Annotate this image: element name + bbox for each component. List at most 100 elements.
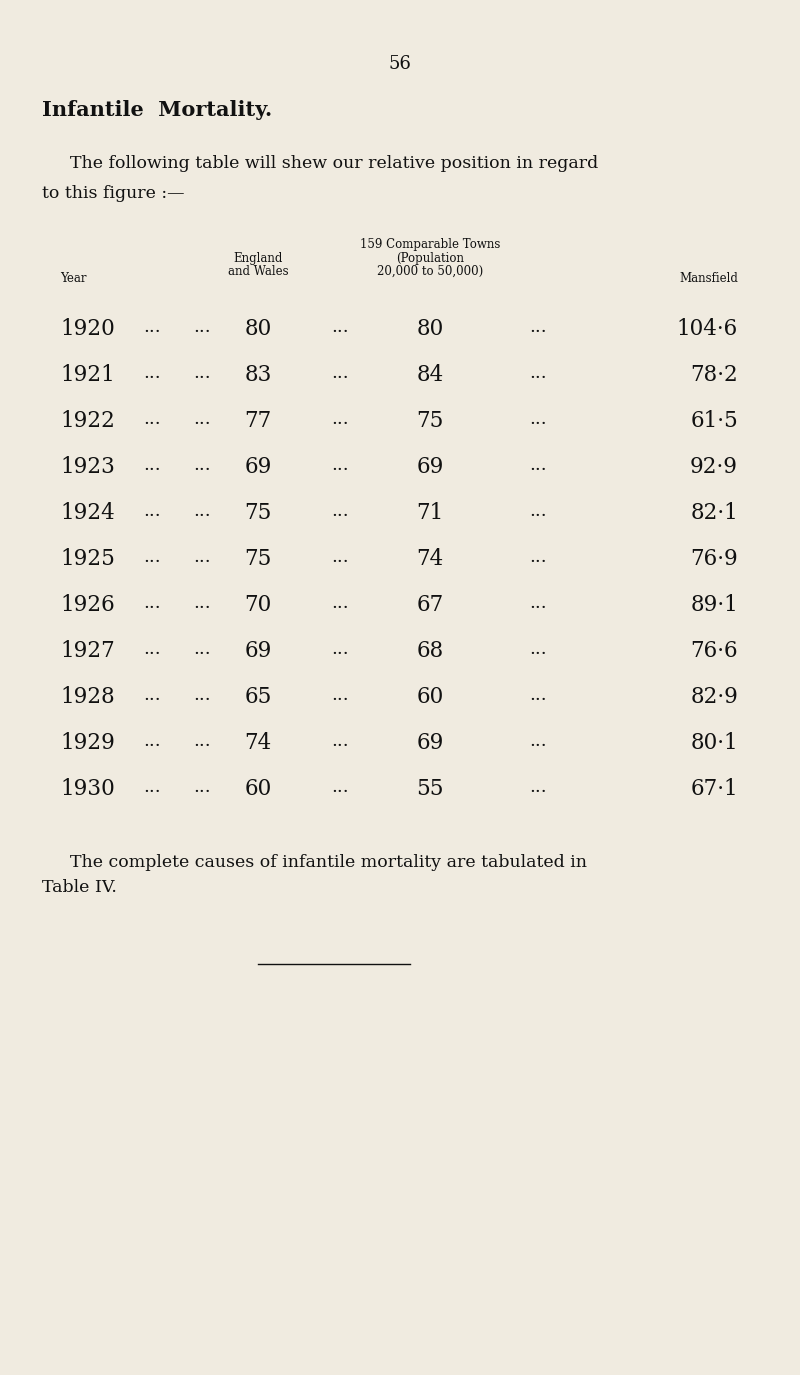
Text: ...: ...	[193, 364, 211, 382]
Text: ...: ...	[143, 456, 161, 474]
Text: ...: ...	[193, 549, 211, 566]
Text: 1930: 1930	[60, 778, 114, 800]
Text: 20,000 to 50,000): 20,000 to 50,000)	[377, 265, 483, 278]
Text: ...: ...	[331, 732, 349, 749]
Text: 74: 74	[244, 732, 272, 754]
Text: ...: ...	[143, 410, 161, 428]
Text: ...: ...	[529, 502, 547, 520]
Text: ...: ...	[529, 549, 547, 566]
Text: ...: ...	[331, 410, 349, 428]
Text: 80: 80	[244, 318, 272, 340]
Text: ...: ...	[529, 778, 547, 796]
Text: Mansfield: Mansfield	[679, 272, 738, 285]
Text: ...: ...	[143, 732, 161, 749]
Text: 84: 84	[416, 364, 444, 386]
Text: 75: 75	[244, 549, 272, 571]
Text: ...: ...	[143, 318, 161, 336]
Text: 159 Comparable Towns: 159 Comparable Towns	[360, 238, 500, 252]
Text: ...: ...	[193, 410, 211, 428]
Text: ...: ...	[331, 686, 349, 704]
Text: ...: ...	[529, 732, 547, 749]
Text: 56: 56	[389, 55, 411, 73]
Text: ...: ...	[143, 502, 161, 520]
Text: ...: ...	[143, 594, 161, 612]
Text: 1926: 1926	[60, 594, 114, 616]
Text: The following table will shew our relative position in regard: The following table will shew our relati…	[70, 155, 598, 172]
Text: ...: ...	[143, 778, 161, 796]
Text: ...: ...	[331, 502, 349, 520]
Text: and Wales: and Wales	[228, 265, 288, 278]
Text: 68: 68	[416, 639, 444, 661]
Text: 1922: 1922	[60, 410, 115, 432]
Text: ...: ...	[143, 364, 161, 382]
Text: 1924: 1924	[60, 502, 114, 524]
Text: ...: ...	[529, 594, 547, 612]
Text: 76·9: 76·9	[690, 549, 738, 571]
Text: ...: ...	[193, 778, 211, 796]
Text: Table IV.: Table IV.	[42, 879, 117, 896]
Text: ...: ...	[143, 686, 161, 704]
Text: ...: ...	[193, 456, 211, 474]
Text: ...: ...	[193, 732, 211, 749]
Text: 83: 83	[244, 364, 272, 386]
Text: ...: ...	[331, 364, 349, 382]
Text: 75: 75	[244, 502, 272, 524]
Text: ...: ...	[331, 549, 349, 566]
Text: ...: ...	[193, 594, 211, 612]
Text: ...: ...	[193, 318, 211, 336]
Text: ...: ...	[529, 456, 547, 474]
Text: 1928: 1928	[60, 686, 114, 708]
Text: ...: ...	[529, 318, 547, 336]
Text: (Population: (Population	[396, 252, 464, 265]
Text: 60: 60	[416, 686, 444, 708]
Text: 78·2: 78·2	[690, 364, 738, 386]
Text: 1925: 1925	[60, 549, 115, 571]
Text: to this figure :—: to this figure :—	[42, 186, 185, 202]
Text: 67·1: 67·1	[690, 778, 738, 800]
Text: 60: 60	[244, 778, 272, 800]
Text: 67: 67	[416, 594, 444, 616]
Text: 61·5: 61·5	[690, 410, 738, 432]
Text: 69: 69	[244, 639, 272, 661]
Text: ...: ...	[529, 639, 547, 659]
Text: ...: ...	[143, 639, 161, 659]
Text: 71: 71	[416, 502, 444, 524]
Text: 74: 74	[416, 549, 444, 571]
Text: 69: 69	[416, 456, 444, 478]
Text: The complete causes of infantile mortality are tabulated in: The complete causes of infantile mortali…	[70, 854, 587, 870]
Text: 1920: 1920	[60, 318, 114, 340]
Text: ...: ...	[331, 594, 349, 612]
Text: ...: ...	[193, 686, 211, 704]
Text: 1923: 1923	[60, 456, 115, 478]
Text: 69: 69	[244, 456, 272, 478]
Text: 76·6: 76·6	[690, 639, 738, 661]
Text: ...: ...	[331, 778, 349, 796]
Text: 92·9: 92·9	[690, 456, 738, 478]
Text: 89·1: 89·1	[690, 594, 738, 616]
Text: 104·6: 104·6	[677, 318, 738, 340]
Text: 1927: 1927	[60, 639, 114, 661]
Text: ...: ...	[193, 639, 211, 659]
Text: 1929: 1929	[60, 732, 115, 754]
Text: 75: 75	[416, 410, 444, 432]
Text: ...: ...	[529, 410, 547, 428]
Text: 70: 70	[244, 594, 272, 616]
Text: Infantile  Mortality.: Infantile Mortality.	[42, 100, 272, 120]
Text: 1921: 1921	[60, 364, 114, 386]
Text: 82·9: 82·9	[690, 686, 738, 708]
Text: ...: ...	[529, 686, 547, 704]
Text: ...: ...	[529, 364, 547, 382]
Text: 69: 69	[416, 732, 444, 754]
Text: ...: ...	[331, 318, 349, 336]
Text: ...: ...	[331, 456, 349, 474]
Text: 55: 55	[416, 778, 444, 800]
Text: 77: 77	[244, 410, 272, 432]
Text: 80: 80	[416, 318, 444, 340]
Text: England: England	[234, 252, 282, 265]
Text: ...: ...	[331, 639, 349, 659]
Text: 80·1: 80·1	[690, 732, 738, 754]
Text: ...: ...	[143, 549, 161, 566]
Text: 82·1: 82·1	[690, 502, 738, 524]
Text: Year: Year	[60, 272, 86, 285]
Text: ...: ...	[193, 502, 211, 520]
